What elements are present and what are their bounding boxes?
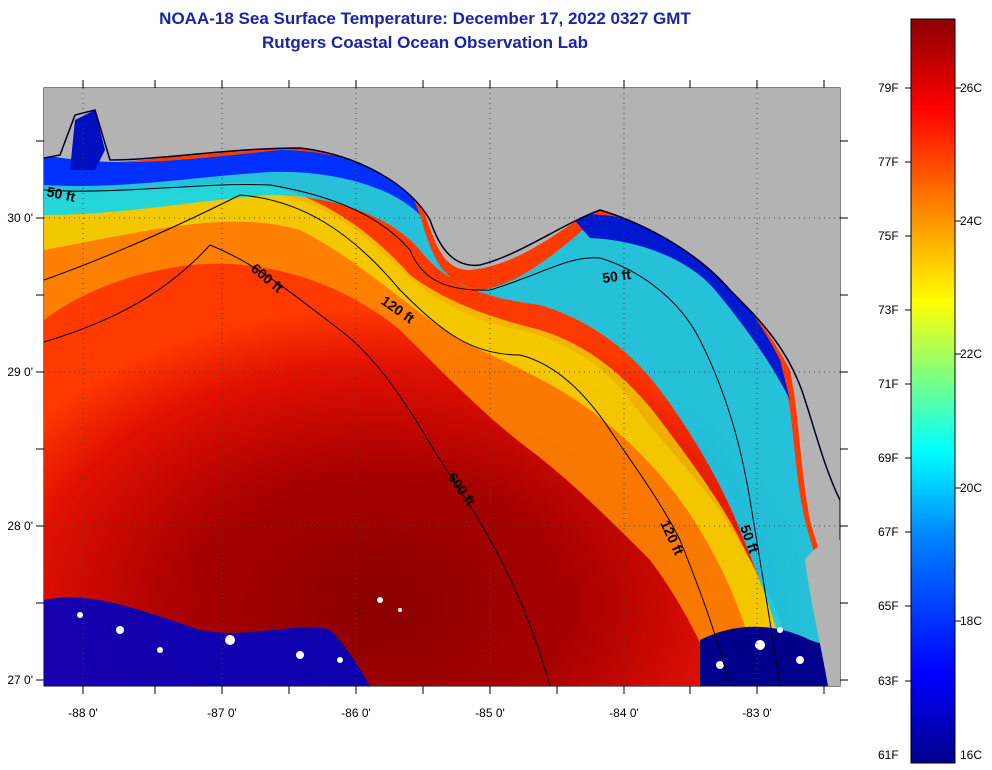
colorbar-c-label: 18C (960, 614, 983, 628)
colorbar-c-label: 26C (960, 81, 983, 95)
colorbar-c-label: 24C (960, 214, 983, 228)
colorbar-f-label: 79F (878, 81, 899, 95)
map-subtitle: Rutgers Coastal Ocean Observation Lab (262, 33, 588, 52)
colorbar-f-label: 73F (878, 303, 899, 317)
lat-label: 29 0' (7, 365, 33, 379)
lon-label: -85 0' (475, 706, 505, 720)
colorbar-c-label: 20C (960, 481, 983, 495)
colorbar-f-label: 67F (878, 525, 899, 539)
lon-label: -84 0' (609, 706, 639, 720)
lat-label: 27 0' (7, 673, 33, 687)
lon-label: -83 0' (742, 706, 772, 720)
colorbar-f-label: 69F (878, 451, 899, 465)
lon-label: -88 0' (68, 706, 98, 720)
land-north (44, 88, 840, 500)
contour-label: 50 ft (45, 183, 77, 205)
contour-120ft (44, 194, 731, 686)
contour-50ft-north (44, 184, 781, 686)
contour-label: 50 ft (601, 266, 632, 286)
lon-label: -87 0' (207, 706, 237, 720)
colorbar-f-label: 71F (878, 377, 899, 391)
colorbar-f-label: 77F (878, 155, 899, 169)
land-east (805, 540, 840, 686)
lat-label: 30 0' (7, 211, 33, 225)
colorbar-f-label: 61F (878, 748, 899, 762)
colorbar-c-label: 22C (960, 347, 983, 361)
colorbar-f-label: 65F (878, 599, 899, 613)
colorbar (910, 18, 956, 764)
colorbar-c-label: 16C (960, 748, 983, 762)
contour-600ft (44, 244, 551, 686)
lat-label: 28 0' (7, 519, 33, 533)
map-title: NOAA-18 Sea Surface Temperature: Decembe… (159, 9, 691, 28)
colorbar-f-label: 75F (878, 229, 899, 243)
lon-label: -86 0' (341, 706, 371, 720)
colorbar-f-label: 63F (878, 674, 899, 688)
